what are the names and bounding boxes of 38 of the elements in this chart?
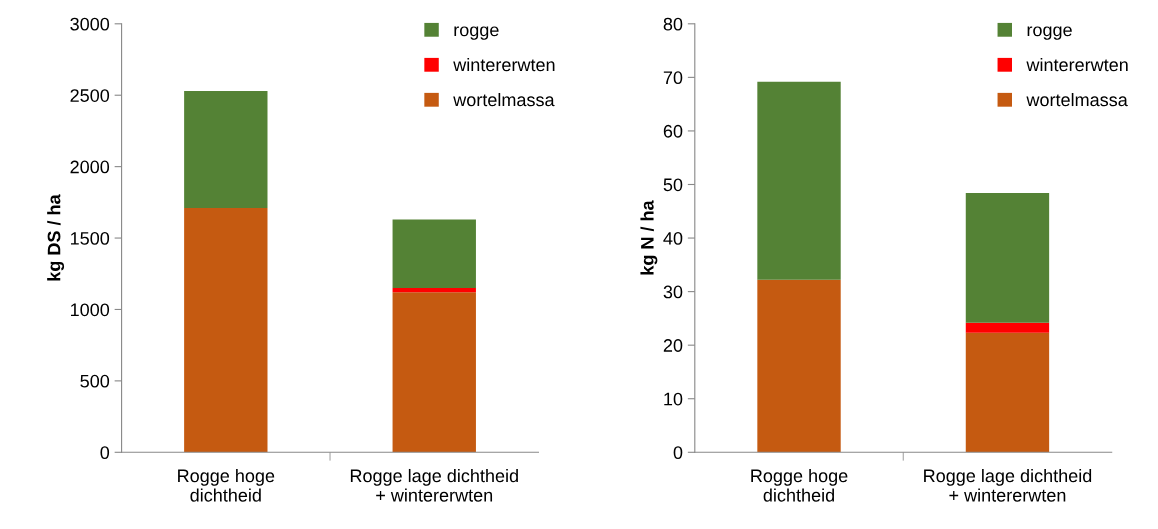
legend-label: wintererwten (453, 57, 555, 72)
y-axis-title: kg N / ha (640, 200, 658, 275)
legend-label: rogge (1027, 26, 1072, 40)
x-tick-label: Rogge hoge dichtheid (178, 468, 275, 502)
bar (184, 90, 268, 209)
y-axis-title: kg DS / ha (47, 194, 65, 281)
y-tick-label: 10 (664, 392, 683, 406)
bar (392, 292, 476, 453)
bar (965, 332, 1050, 453)
y-tick-label: 30 (663, 285, 683, 299)
bar (757, 279, 841, 453)
x-tick-label: Rogge hoge dichtheid (751, 468, 848, 502)
legend-label: rogge (454, 26, 499, 40)
legend-label: wortelmassa (1026, 92, 1128, 107)
y-tick-label: 2500 (70, 89, 110, 102)
legend-label: wintererwten (1026, 57, 1128, 72)
y-tick-label: 3000 (70, 17, 110, 31)
y-tick-label: 20 (663, 339, 683, 352)
bar (392, 219, 476, 289)
y-tick-label: 2000 (70, 160, 110, 174)
y-tick-label: 50 (663, 178, 683, 192)
y-tick-label: 40 (663, 231, 683, 245)
bar (965, 322, 1050, 333)
x-tick-label: Rogge lage dichtheid + wintererwten (350, 468, 518, 502)
bar (392, 288, 476, 293)
y-tick-label: 60 (663, 124, 683, 138)
legend-label: wortelmassa (453, 92, 555, 107)
y-tick-label: 500 (80, 374, 110, 388)
x-tick-label: Rogge lage dichtheid + wintererwten (924, 468, 1092, 502)
y-tick-label: 80 (663, 17, 683, 31)
y-tick-label: 1000 (71, 303, 110, 317)
bar (965, 193, 1050, 323)
y-tick-label: 1500 (71, 231, 110, 245)
y-tick-label: 70 (663, 71, 683, 85)
bar (757, 81, 841, 280)
y-tick-label: 0 (673, 446, 683, 460)
bar (184, 208, 268, 453)
y-tick-label: 0 (100, 446, 110, 460)
